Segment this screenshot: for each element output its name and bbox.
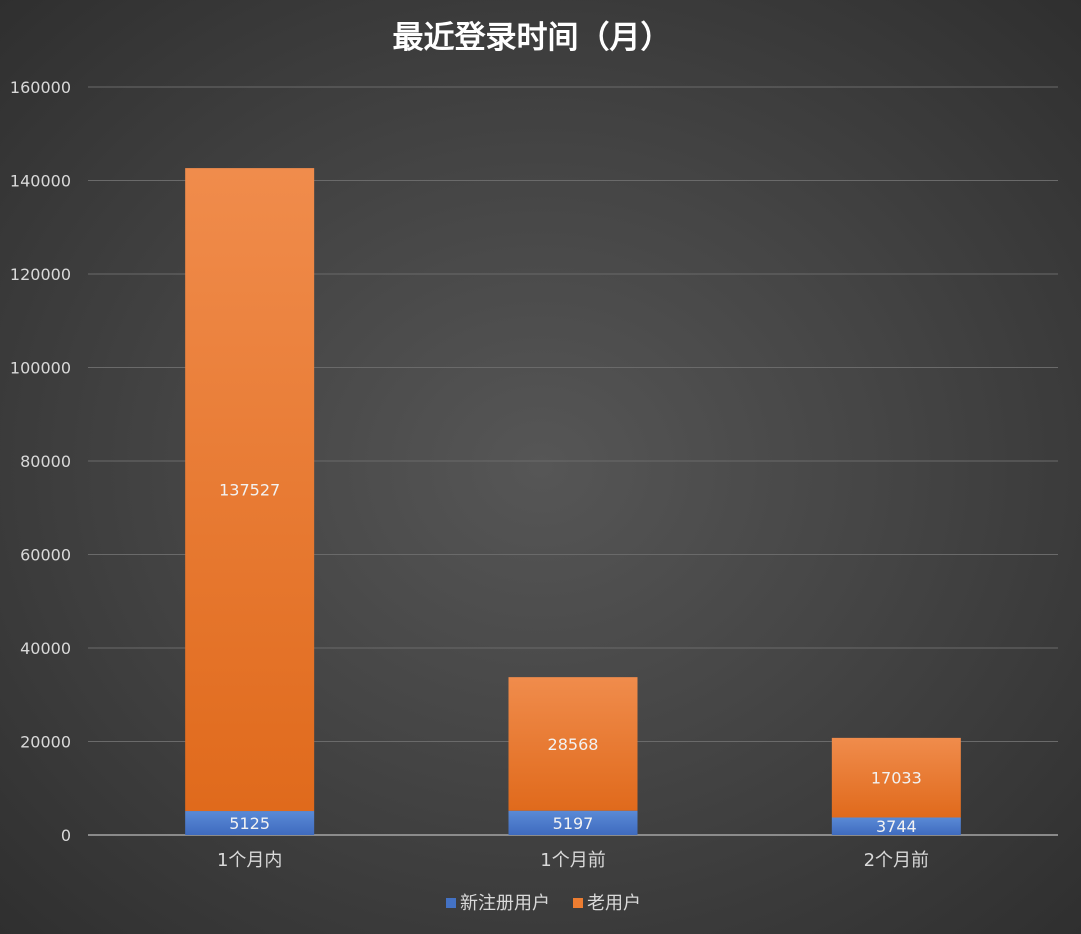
bar-segment [508,810,638,835]
legend-label: 老用户 [587,893,641,914]
legend: 新注册用户 老用户 [446,893,641,914]
data-label: 28568 [548,735,599,754]
x-axis-categories: 1个月内 1个月前 2个月前 [217,850,929,871]
y-tick-label: 60000 [20,546,71,565]
bar-segment [185,168,315,812]
y-tick-label: 120000 [10,265,71,284]
data-label: 5197 [553,814,594,833]
y-tick-label: 80000 [20,452,71,471]
data-label: 5125 [229,814,270,833]
bar-segment [508,677,638,811]
legend-label: 新注册用户 [460,893,550,914]
chart-title: 最近登录时间（月） [393,20,672,56]
bar-segment [831,737,961,818]
x-category-label: 1个月内 [217,850,282,871]
y-tick-label: 140000 [10,172,71,191]
y-tick-label: 20000 [20,733,71,752]
x-category-label: 2个月前 [864,850,929,871]
y-tick-label: 100000 [10,359,71,378]
data-label: 3744 [876,817,917,836]
data-label: 137527 [219,481,280,500]
x-category-label: 1个月前 [540,850,605,871]
data-labels: 5125 137527 5197 28568 3744 17033 [219,481,922,837]
y-tick-label: 160000 [10,78,71,97]
legend-swatch [573,898,583,908]
data-label: 17033 [871,769,922,788]
y-axis-ticks: 0 20000 40000 60000 80000 100000 120000 140000 1… [10,78,71,845]
bar-segment [185,811,315,835]
bar-segment [831,817,961,835]
bars [185,168,961,835]
y-tick-label: 40000 [20,639,71,658]
y-tick-label: 0 [61,826,71,845]
legend-swatch [446,898,456,908]
